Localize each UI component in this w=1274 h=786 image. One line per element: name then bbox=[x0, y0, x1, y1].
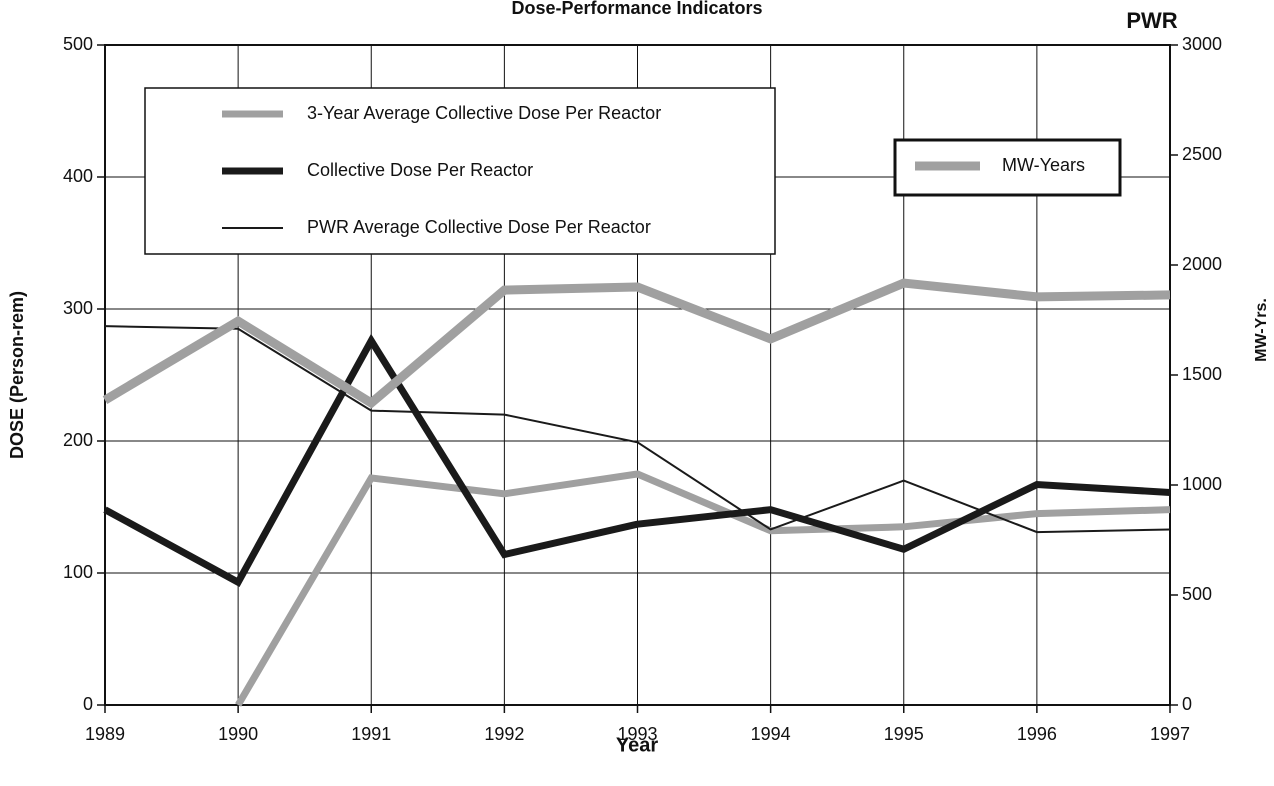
x-tick-label: 1992 bbox=[484, 724, 524, 744]
y2-tick-label: 1000 bbox=[1182, 474, 1222, 494]
legend: 3-Year Average Collective Dose Per React… bbox=[144, 87, 776, 255]
y-tick-label: 200 bbox=[63, 430, 93, 450]
series-line bbox=[103, 333, 1171, 587]
y2-tick-label: 3000 bbox=[1182, 34, 1222, 54]
y-tick-label: 300 bbox=[63, 298, 93, 318]
series-line bbox=[104, 325, 1171, 534]
y-tick-label: 0 bbox=[83, 694, 93, 714]
legend: MW-Years bbox=[893, 138, 1122, 197]
y-tick-label: 400 bbox=[63, 166, 93, 186]
legend-label: 3-Year Average Collective Dose Per React… bbox=[307, 103, 661, 123]
x-tick-label: 1989 bbox=[85, 724, 125, 744]
x-tick-label: 1993 bbox=[617, 724, 657, 744]
x-tick-label: 1990 bbox=[218, 724, 258, 744]
legend-label: PWR Average Collective Dose Per Reactor bbox=[307, 217, 651, 237]
series-line bbox=[102, 278, 1171, 409]
y-tick-label: 100 bbox=[63, 562, 93, 582]
y-tick-label: 500 bbox=[63, 34, 93, 54]
x-tick-label: 1991 bbox=[351, 724, 391, 744]
y2-axis-label: MW-Yrs. bbox=[1253, 298, 1270, 362]
y-axis-label: DOSE (Person-rem) bbox=[7, 291, 27, 459]
x-tick-label: 1994 bbox=[751, 724, 791, 744]
chart-title: Dose-Performance Indicators bbox=[511, 0, 762, 18]
x-axis-label: Year bbox=[616, 734, 658, 756]
series-line bbox=[235, 470, 1171, 707]
plot-frame bbox=[104, 44, 1171, 706]
x-tick-label: 1995 bbox=[884, 724, 924, 744]
chart-subtitle: PWR bbox=[1126, 8, 1177, 33]
y2-tick-label: 2000 bbox=[1182, 254, 1222, 274]
y2-tick-label: 1500 bbox=[1182, 364, 1222, 384]
x-tick-label: 1996 bbox=[1017, 724, 1057, 744]
y2-tick-label: 0 bbox=[1182, 694, 1192, 714]
legend-label: Collective Dose Per Reactor bbox=[307, 160, 533, 180]
x-tick-label: 1997 bbox=[1150, 724, 1190, 744]
legend-label: MW-Years bbox=[1002, 155, 1085, 175]
y2-tick-label: 500 bbox=[1182, 584, 1212, 604]
y2-tick-label: 2500 bbox=[1182, 144, 1222, 164]
